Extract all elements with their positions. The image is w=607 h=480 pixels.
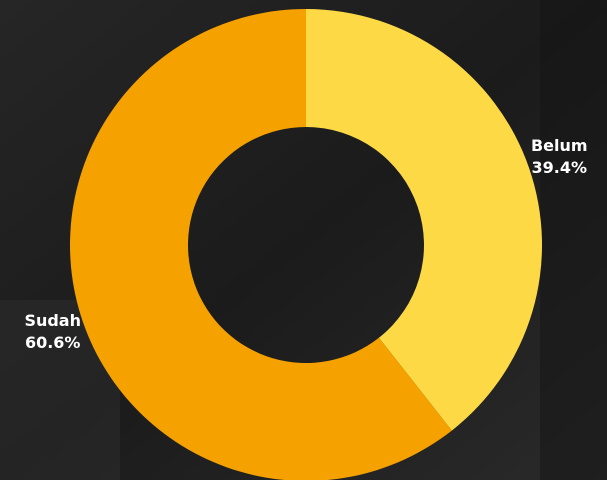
slice-label: Sudah: [24, 311, 81, 330]
slice-value-label: 60.6%: [25, 333, 81, 352]
background-shape: [540, 0, 607, 480]
slice-label: Belum: [531, 136, 588, 155]
donut-slice: [306, 9, 542, 431]
slice-value-label: 39.4%: [532, 158, 588, 177]
donut-slice: [70, 9, 452, 480]
